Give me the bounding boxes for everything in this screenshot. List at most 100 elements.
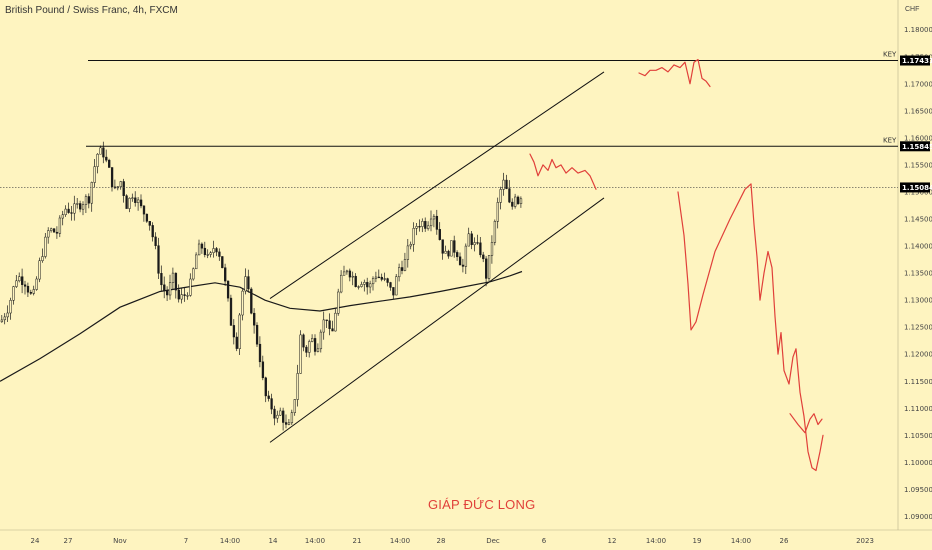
- price-tick-label: 1.13000: [904, 297, 932, 305]
- date-tick-label: 12: [608, 537, 617, 545]
- price-tick-label: 1.10500: [904, 432, 932, 440]
- price-badges: 1.17431 1.15845 1.15084: [900, 55, 932, 193]
- candle-body: [148, 221, 151, 226]
- candle-body: [29, 292, 33, 294]
- candle-body: [192, 268, 195, 280]
- candle-body: [122, 181, 125, 196]
- candle-body: [476, 242, 479, 244]
- candle-body: [81, 204, 85, 210]
- candle-body: [70, 212, 73, 214]
- candle-body: [429, 218, 433, 227]
- candle-body: [499, 189, 502, 203]
- channel-upper-line: [269, 71, 605, 299]
- date-tick-label: 27: [64, 537, 73, 545]
- candle-body: [392, 287, 395, 296]
- candle-body: [9, 300, 12, 314]
- key-level-badge-bg: [900, 141, 930, 152]
- candle-body: [258, 343, 262, 363]
- time-axis[interactable]: 24 27 Nov 7 14:00 14 14:00 21 14:00 28 Dec 6 12 14:00…: [0, 529, 932, 545]
- candle-body: [174, 272, 178, 291]
- price-tick-label: 1.11000: [904, 405, 932, 413]
- candle-body: [334, 312, 337, 332]
- drawings-layer[interactable]: KEY KEY: [0, 51, 898, 443]
- current-price-badge-bg: [900, 182, 930, 193]
- candle-body: [232, 325, 236, 338]
- candle-body: [424, 221, 427, 229]
- candle-body: [514, 196, 517, 207]
- candle-body: [267, 395, 270, 399]
- candle-body: [253, 312, 256, 326]
- candle-body: [96, 153, 99, 167]
- date-tick-label: 6: [542, 537, 547, 545]
- candle-body: [516, 196, 520, 204]
- candle-body: [316, 348, 320, 352]
- candle-body: [313, 338, 317, 352]
- candle-body: [26, 285, 30, 293]
- candle-body: [284, 422, 288, 425]
- date-tick-label: 14:00: [390, 537, 410, 545]
- date-tick-label: 28: [437, 537, 446, 545]
- candle-body: [134, 197, 137, 203]
- candle-body: [395, 276, 398, 296]
- candle-body: [38, 260, 41, 280]
- candle-body: [15, 280, 18, 287]
- candle-body: [305, 346, 308, 353]
- candle-body: [337, 291, 340, 314]
- candle-body: [409, 244, 412, 247]
- candle-body: [319, 331, 323, 350]
- candle-body: [403, 259, 407, 271]
- candle-body: [12, 286, 15, 301]
- candle-body: [6, 312, 9, 318]
- candle-body: [3, 316, 6, 321]
- candle-body: [212, 248, 215, 253]
- candle-body: [47, 230, 50, 238]
- candle-body: [99, 147, 102, 155]
- price-tick-label: 1.15000: [904, 188, 932, 196]
- candle-body: [226, 280, 230, 299]
- candle-body: [50, 228, 53, 231]
- candle-body: [342, 271, 346, 276]
- candle-body: [427, 225, 430, 229]
- projection-path: [529, 153, 597, 190]
- key-level-label: KEY: [883, 51, 897, 59]
- candle-body: [221, 256, 224, 269]
- candle-body: [398, 267, 401, 278]
- candle-body: [357, 286, 360, 288]
- candle-body: [235, 336, 238, 349]
- candle-body: [168, 282, 172, 296]
- projection-layer[interactable]: [529, 58, 824, 472]
- moving-average-layer: [0, 270, 523, 382]
- candle-body: [55, 231, 59, 234]
- candle-body: [511, 201, 514, 207]
- candle-body: [415, 226, 418, 229]
- key-level-badge: 1.17431: [902, 57, 932, 65]
- candle-body: [296, 373, 299, 400]
- key-level-badge-bg: [900, 55, 930, 66]
- candle-body: [276, 414, 279, 419]
- price-tick-label: 1.14000: [904, 243, 932, 251]
- candle-body: [105, 156, 108, 161]
- candle-body: [270, 398, 273, 410]
- candle-body: [374, 276, 378, 279]
- candle-body: [52, 228, 56, 233]
- candle-body: [360, 284, 363, 287]
- candle-body: [348, 270, 352, 278]
- candle-body: [255, 324, 259, 345]
- candle-body: [302, 334, 305, 348]
- candle-body: [412, 228, 415, 245]
- candle-body: [186, 295, 189, 297]
- channel-lower-line: [269, 197, 605, 443]
- price-tick-label: 1.18000: [904, 26, 932, 34]
- candle-body: [195, 254, 198, 270]
- price-tick-label: 1.14500: [904, 216, 932, 224]
- candle-body: [508, 188, 511, 203]
- candle-body: [493, 221, 497, 243]
- projection-path: [677, 183, 824, 472]
- price-tick-label: 1.16500: [904, 107, 932, 115]
- date-tick-label: Dec: [486, 537, 500, 545]
- candle-body: [377, 276, 381, 279]
- candle-body: [467, 233, 470, 247]
- candle-body: [229, 297, 233, 326]
